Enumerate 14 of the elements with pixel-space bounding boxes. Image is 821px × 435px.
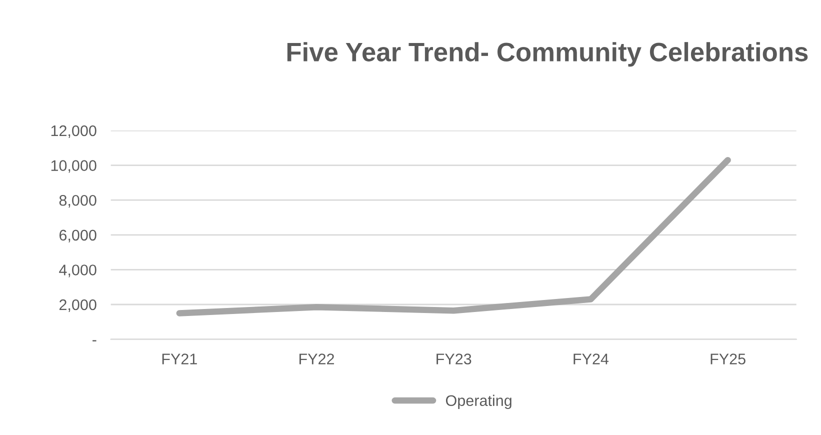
x-tick-label: FY22 bbox=[299, 354, 334, 364]
x-tick-label: FY24 bbox=[574, 354, 609, 364]
y-tick-label: 6,000 bbox=[59, 230, 96, 242]
y-tick-label: 12,000 bbox=[51, 125, 96, 138]
y-tick-label: 2,000 bbox=[59, 299, 96, 312]
y-tick-label: 10,000 bbox=[51, 160, 96, 173]
y-tick-label: - bbox=[92, 340, 96, 342]
x-tick-label: FY25 bbox=[710, 354, 746, 364]
y-tick-label: 8,000 bbox=[59, 194, 96, 208]
chart-title: Five Year Trend- Community Celebrations bbox=[287, 42, 808, 67]
legend-label: Operating bbox=[446, 394, 512, 410]
x-tick-label: FY23 bbox=[436, 354, 472, 364]
y-tick-label: 4,000 bbox=[59, 264, 96, 278]
x-tick-label: FY21 bbox=[162, 354, 197, 364]
